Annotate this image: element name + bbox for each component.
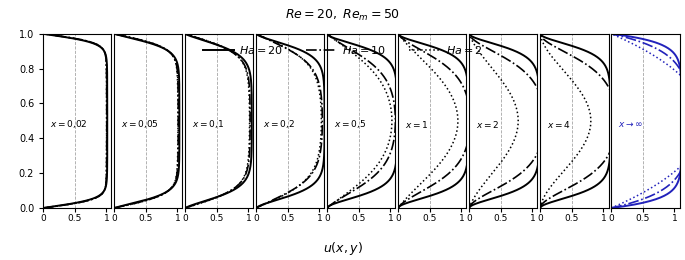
Text: $x = 0{,}02$: $x = 0{,}02$ xyxy=(50,118,88,130)
Text: $x \to \infty$: $x \to \infty$ xyxy=(618,120,643,129)
Text: $\mathit{u}(x, y)$: $\mathit{u}(x, y)$ xyxy=(323,240,362,257)
Text: $x = 1$: $x = 1$ xyxy=(405,119,429,130)
Legend: $Ha = 20$, $Ha = 10$, $Ha = 2$: $Ha = 20$, $Ha = 10$, $Ha = 2$ xyxy=(198,39,487,60)
Text: $\mathit{Re} = 20, \; \mathit{Re}_m = 50$: $\mathit{Re} = 20, \; \mathit{Re}_m = 50… xyxy=(285,8,400,23)
Text: $x = 0{,}5$: $x = 0{,}5$ xyxy=(334,118,366,130)
Text: $x = 4$: $x = 4$ xyxy=(547,119,571,130)
Text: $x = 2$: $x = 2$ xyxy=(476,119,499,130)
Text: $x = 0{,}2$: $x = 0{,}2$ xyxy=(263,118,295,130)
Text: $x = 0{,}1$: $x = 0{,}1$ xyxy=(192,118,224,130)
Text: $x = 0{,}05$: $x = 0{,}05$ xyxy=(121,118,159,130)
